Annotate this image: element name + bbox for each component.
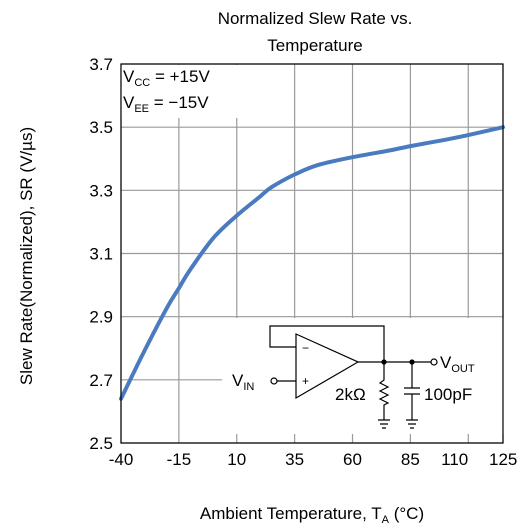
output-terminal [430, 358, 438, 366]
chart-title-line2: Temperature [267, 36, 362, 55]
op-amp-symbol [295, 333, 360, 400]
slew-rate-series-line [119, 125, 505, 401]
y-tick-label: 2.5 [89, 434, 113, 453]
y-axis-label: Slew Rate(Normalized), SR (V/µs) [17, 127, 36, 385]
circuit-background [222, 318, 504, 434]
capacitor-ground [406, 419, 418, 429]
y-tick-label: 3.3 [89, 181, 113, 200]
circuit-schematic: − + VIN VOUT 2kΩ 100pF [222, 318, 504, 434]
resistor-label: 2kΩ [335, 385, 366, 404]
vcc-annotation: VCC = +15V [123, 67, 210, 89]
vin-label: VIN [232, 371, 254, 393]
annotation-box [121, 65, 253, 118]
x-tick-label: 35 [285, 450, 304, 469]
capacitor-label: 100pF [424, 385, 472, 404]
x-tick-label: 60 [343, 450, 362, 469]
x-tick-label: 125 [489, 450, 517, 469]
resistor-ground [378, 419, 390, 429]
x-tick-label: 110 [441, 450, 468, 469]
feedback-wire [269, 325, 385, 362]
capacitor-symbol [404, 362, 420, 420]
op-amp-minus: − [302, 341, 309, 355]
tick-labels: -40 -15 10 35 60 85 110 125 2.5 2.7 2.9 3.1 3.3 3.5 3.… [89, 55, 517, 469]
chart-title-line1: Normalized Slew Rate vs. [218, 9, 413, 28]
y-tick-label: 3.5 [89, 118, 113, 137]
input-terminal [270, 377, 278, 385]
y-tick-label: 3.7 [89, 55, 113, 74]
plot-frame [120, 63, 504, 444]
x-tick-label: 85 [401, 450, 420, 469]
series-group [119, 125, 505, 401]
x-axis-label: Ambient Temperature, TA (°C) [200, 504, 424, 526]
y-tick-label: 2.7 [89, 371, 113, 390]
x-tick-label: -40 [109, 450, 134, 469]
grid [120, 63, 504, 444]
op-amp-plus: + [302, 374, 309, 388]
x-tick-label: 10 [227, 450, 246, 469]
vee-annotation: VEE = −15V [123, 93, 209, 115]
vout-label: VOUT [440, 353, 475, 375]
y-tick-label: 2.9 [89, 308, 113, 327]
resistor-symbol [378, 362, 390, 420]
x-tick-label: -15 [167, 450, 192, 469]
y-tick-label: 3.1 [89, 245, 113, 264]
